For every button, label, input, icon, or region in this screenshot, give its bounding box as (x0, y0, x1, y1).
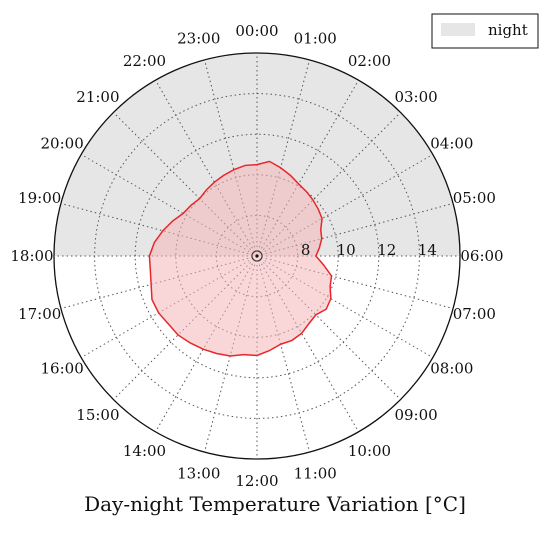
hour-tick-label: 14:00 (123, 442, 166, 460)
hour-tick-label: 06:00 (460, 247, 503, 265)
hour-tick-label: 13:00 (177, 464, 220, 482)
hour-tick-label: 15:00 (76, 406, 119, 424)
series-layer (148, 160, 333, 357)
hour-tick-label: 18:00 (10, 247, 53, 265)
hour-tick-label: 21:00 (76, 88, 119, 106)
legend-swatch-night (441, 23, 475, 36)
series-area-fill (149, 161, 332, 356)
hour-tick-label: 03:00 (394, 88, 437, 106)
hour-tick-label: 20:00 (41, 135, 84, 153)
hour-tick-label: 19:00 (18, 189, 61, 207)
center-ring (251, 250, 263, 262)
hour-tick-label: 09:00 (394, 406, 437, 424)
hour-tick-label: 05:00 (453, 189, 496, 207)
hour-tick-label: 23:00 (177, 30, 220, 48)
hour-tick-label: 16:00 (41, 360, 84, 378)
hour-tick-label: 04:00 (430, 135, 473, 153)
legend-label-night: night (488, 21, 528, 39)
radial-tick-label: 10 (337, 241, 356, 259)
chart-title: Day-night Temperature Variation [°C] (84, 492, 466, 516)
legend: night (431, 13, 539, 49)
hour-tick-label: 11:00 (294, 464, 337, 482)
hour-tick-label: 22:00 (123, 52, 166, 70)
radial-tick-label: 12 (377, 241, 396, 259)
series-line (148, 160, 333, 357)
hour-tick-label: 10:00 (348, 442, 391, 460)
hour-tick-label: 02:00 (348, 52, 391, 70)
hour-tick-label: 08:00 (430, 360, 473, 378)
night-band (54, 53, 460, 256)
hour-tick-label: 07:00 (453, 305, 496, 323)
polar-frame (53, 52, 461, 460)
hour-tick-label: 01:00 (294, 30, 337, 48)
center-dot (255, 254, 259, 258)
night-band-layer (54, 53, 460, 256)
radial-tick-label: 8 (301, 241, 311, 259)
hour-tick-label: 00:00 (235, 22, 278, 40)
frame-layer (53, 52, 461, 460)
hour-tick-label: 17:00 (18, 305, 61, 323)
radial-tick-label: 14 (418, 241, 437, 259)
hour-tick-label: 12:00 (235, 472, 278, 490)
